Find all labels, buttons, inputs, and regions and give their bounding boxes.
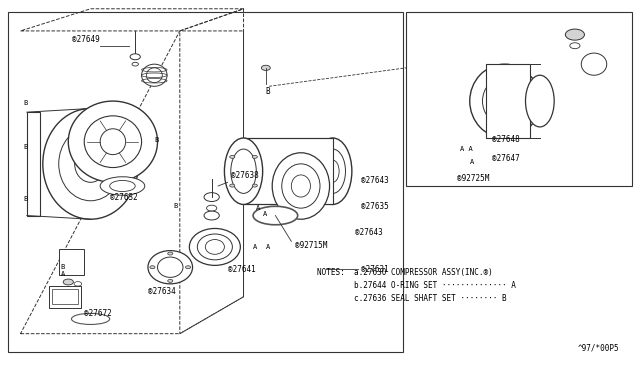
Circle shape xyxy=(63,279,74,285)
Circle shape xyxy=(230,184,235,187)
Circle shape xyxy=(74,282,82,286)
Bar xyxy=(52,289,78,304)
Ellipse shape xyxy=(43,109,138,219)
Circle shape xyxy=(261,65,270,70)
Text: B: B xyxy=(24,144,28,150)
Text: ®27631: ®27631 xyxy=(362,264,389,273)
Ellipse shape xyxy=(493,89,516,113)
Text: B: B xyxy=(61,264,65,270)
Circle shape xyxy=(204,211,220,220)
Circle shape xyxy=(230,155,235,158)
Bar xyxy=(49,286,81,308)
Ellipse shape xyxy=(470,64,540,138)
Ellipse shape xyxy=(272,153,330,219)
Ellipse shape xyxy=(525,75,554,127)
Circle shape xyxy=(168,252,173,255)
Circle shape xyxy=(565,29,584,40)
Circle shape xyxy=(168,279,173,282)
Ellipse shape xyxy=(197,234,232,260)
Text: A: A xyxy=(256,205,260,211)
Ellipse shape xyxy=(148,251,193,284)
Text: ®27643: ®27643 xyxy=(362,176,389,185)
Text: ®27632: ®27632 xyxy=(109,193,138,202)
Text: ^97/*00P5: ^97/*00P5 xyxy=(578,344,620,353)
Text: A: A xyxy=(266,244,270,250)
Ellipse shape xyxy=(253,206,298,225)
Text: ®27672: ®27672 xyxy=(84,309,112,318)
Text: NOTES:  a.27630 COMPRESSOR ASSY(INC.®): NOTES: a.27630 COMPRESSOR ASSY(INC.®) xyxy=(317,268,493,277)
Ellipse shape xyxy=(72,313,109,324)
Text: ®27643: ®27643 xyxy=(355,228,383,237)
Ellipse shape xyxy=(314,138,352,205)
Ellipse shape xyxy=(205,240,225,254)
Circle shape xyxy=(570,43,580,49)
Text: B: B xyxy=(154,137,159,143)
Ellipse shape xyxy=(84,116,141,167)
Ellipse shape xyxy=(100,129,125,155)
Text: A: A xyxy=(253,244,257,250)
Ellipse shape xyxy=(189,228,241,265)
Circle shape xyxy=(252,184,257,187)
Text: ®27638: ®27638 xyxy=(231,171,259,180)
Circle shape xyxy=(150,266,155,269)
Circle shape xyxy=(130,54,140,60)
Text: ®27648: ®27648 xyxy=(492,135,520,144)
Text: B: B xyxy=(24,100,28,106)
Text: ®27634: ®27634 xyxy=(148,287,176,296)
Text: b.27644 O-RING SET ·············· A: b.27644 O-RING SET ·············· A xyxy=(317,281,516,290)
Text: ®92715M: ®92715M xyxy=(294,241,327,250)
Bar xyxy=(244,138,333,205)
Text: ®27641: ®27641 xyxy=(228,264,255,273)
Text: A: A xyxy=(61,272,65,278)
Bar xyxy=(406,13,632,186)
Text: ®92725M: ®92725M xyxy=(457,174,490,183)
Ellipse shape xyxy=(68,101,157,182)
Bar xyxy=(59,249,84,275)
Ellipse shape xyxy=(141,64,167,86)
Ellipse shape xyxy=(157,257,183,278)
Ellipse shape xyxy=(75,145,106,182)
Text: c.27636 SEAL SHAFT SET ········ B: c.27636 SEAL SHAFT SET ········ B xyxy=(317,294,506,303)
Ellipse shape xyxy=(282,164,320,208)
Circle shape xyxy=(204,193,220,202)
Text: A: A xyxy=(470,159,474,165)
Ellipse shape xyxy=(231,149,256,193)
Circle shape xyxy=(207,205,217,211)
Ellipse shape xyxy=(59,127,122,201)
Circle shape xyxy=(186,266,191,269)
Bar xyxy=(8,13,403,352)
Ellipse shape xyxy=(320,149,346,193)
Text: B: B xyxy=(24,196,28,202)
Ellipse shape xyxy=(100,177,145,195)
Ellipse shape xyxy=(581,53,607,75)
Text: B: B xyxy=(173,203,178,209)
Bar xyxy=(27,112,40,215)
Ellipse shape xyxy=(326,160,339,182)
Ellipse shape xyxy=(225,138,262,205)
Ellipse shape xyxy=(483,77,527,125)
Ellipse shape xyxy=(109,180,135,192)
Text: B: B xyxy=(266,87,271,96)
Text: ®27635: ®27635 xyxy=(362,202,389,211)
Text: A A: A A xyxy=(460,146,473,152)
Bar xyxy=(486,64,531,138)
Circle shape xyxy=(252,155,257,158)
Text: A: A xyxy=(262,211,267,217)
Ellipse shape xyxy=(291,175,310,197)
Text: ®27647: ®27647 xyxy=(492,154,520,163)
Text: ®27649: ®27649 xyxy=(72,35,100,44)
Ellipse shape xyxy=(147,68,163,83)
Circle shape xyxy=(132,62,138,66)
